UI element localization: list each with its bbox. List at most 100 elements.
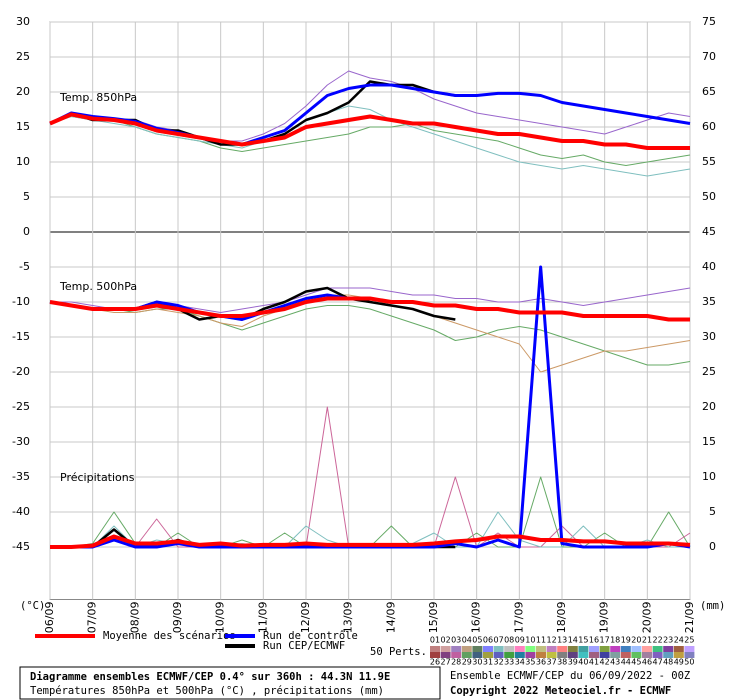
perturbation-label: 01: [430, 636, 440, 645]
perturbation-label: 09: [515, 636, 525, 645]
perturbation-label: 23: [663, 636, 673, 645]
y-axis-label: (°C): [20, 600, 45, 612]
legend-label: Run CEP/ECMWF: [263, 640, 345, 652]
perturbation-label: 18: [610, 636, 620, 645]
y2-tick-label: 50: [702, 190, 716, 203]
perturbation-swatch: [493, 652, 504, 658]
perturbation-label: 28: [451, 658, 461, 667]
panel-label: Précipitations: [60, 471, 135, 484]
perturbation-swatch: [663, 652, 674, 658]
perturbation-swatch: [536, 646, 546, 652]
perturbation-swatch: [514, 646, 525, 652]
perturbation-swatch: [557, 646, 568, 652]
y2-tick-label: 25: [702, 365, 716, 378]
y2-tick-label: 5: [709, 505, 716, 518]
x-tick-label: 21/09: [683, 602, 696, 634]
perturbation-label: 24: [674, 636, 684, 645]
perturbation-swatch: [557, 652, 568, 658]
perturbation-swatch: [504, 646, 515, 652]
perturbation-label: 38: [557, 658, 567, 667]
y2-tick-label: 65: [702, 85, 716, 98]
perturbation-label: 26: [430, 658, 440, 667]
perturbation-label: 44: [621, 658, 631, 667]
x-tick-label: 08/09: [128, 602, 141, 634]
legend-label: Run de contrôle: [263, 630, 358, 642]
chart-subtitle: Températures 850hPa et 500hPa (°C) , pré…: [30, 685, 384, 697]
perturbation-swatch: [673, 646, 684, 652]
perturbation-label: 19: [621, 636, 631, 645]
y-tick-label: -5: [19, 260, 30, 273]
y-tick-label: 25: [16, 50, 30, 63]
perturbation-swatch: [525, 646, 536, 652]
perturbation-label: 50: [684, 658, 694, 667]
perturbation-swatch: [610, 646, 621, 652]
perturbation-swatch: [567, 646, 578, 652]
perturbation-swatch: [567, 652, 578, 658]
perturbation-label: 14: [568, 636, 578, 645]
chart-title: Diagramme ensembles ECMWF/CEP 0.4° sur 3…: [30, 671, 390, 683]
y2-tick-label: 10: [702, 470, 716, 483]
perturbation-swatch: [673, 652, 684, 658]
perturbation-swatch: [536, 652, 546, 658]
perturbation-label: 15: [578, 636, 588, 645]
perturbation-label: 36: [536, 658, 546, 667]
y2-tick-label: 75: [702, 15, 716, 28]
perturbation-swatch: [620, 646, 631, 652]
perturbation-swatch: [631, 652, 642, 658]
series-line: [50, 534, 691, 549]
perturbation-label: 41: [589, 658, 599, 667]
perturbation-swatch: [652, 646, 663, 652]
y-tick-label: -15: [12, 330, 30, 343]
perturbation-swatch: [472, 646, 483, 652]
perturbation-swatch: [546, 646, 557, 652]
x-tick-label: 15/09: [427, 602, 440, 634]
perturbation-label: 40: [578, 658, 588, 667]
y2-tick-label: 45: [702, 225, 716, 238]
perturbation-label: 03: [451, 636, 461, 645]
perturbation-swatch: [493, 646, 504, 652]
perturbation-label: 47: [653, 658, 663, 667]
perturbation-swatch: [483, 646, 493, 652]
perturbation-swatch: [451, 652, 462, 658]
perturbation-label: 17: [600, 636, 610, 645]
perturbation-swatch: [504, 652, 515, 658]
x-tick-label: 17/09: [512, 602, 525, 634]
perturbation-swatch: [525, 652, 536, 658]
run-info: Ensemble ECMWF/CEP du 06/09/2022 - 00Z: [450, 670, 690, 682]
perturbation-label: 37: [547, 658, 557, 667]
perturbation-swatch: [483, 652, 493, 658]
perturbation-label: 10: [525, 636, 535, 645]
perturbation-swatch: [684, 646, 695, 652]
footer-box: [19, 666, 441, 700]
panel-label: Temp. 500hPa: [59, 280, 137, 293]
x-tick-label: 09/09: [171, 602, 184, 634]
y-tick-label: 30: [16, 15, 30, 28]
perturbation-label: 39: [568, 658, 578, 667]
perturbation-label: 45: [631, 658, 641, 667]
perturbation-swatch: [631, 646, 642, 652]
y-tick-label: -20: [12, 365, 30, 378]
perturbation-label: 22: [653, 636, 663, 645]
perturbation-swatch: [440, 646, 451, 652]
perturbation-label: 13: [557, 636, 567, 645]
series-line: [49, 296, 690, 322]
y-tick-label: 15: [16, 120, 30, 133]
perturbation-swatch: [620, 652, 631, 658]
x-tick-label: 20/09: [640, 602, 653, 634]
perturbation-swatch: [578, 646, 589, 652]
perturbation-label: 08: [504, 636, 514, 645]
y-tick-label: -25: [12, 400, 30, 413]
y2-tick-label: 35: [702, 295, 716, 308]
x-tick-label: 16/09: [470, 602, 483, 634]
y-tick-label: 5: [23, 190, 30, 203]
y2-tick-label: 55: [702, 155, 716, 168]
perturbation-swatch: [599, 646, 610, 652]
perturbation-label: 35: [525, 658, 535, 667]
series-line: [50, 265, 691, 549]
y2-tick-label: 40: [702, 260, 716, 273]
series-line: [49, 301, 691, 366]
perturbation-swatch: [589, 646, 599, 652]
perturbation-label: 27: [441, 658, 451, 667]
perturbation-label: 46: [642, 658, 652, 667]
